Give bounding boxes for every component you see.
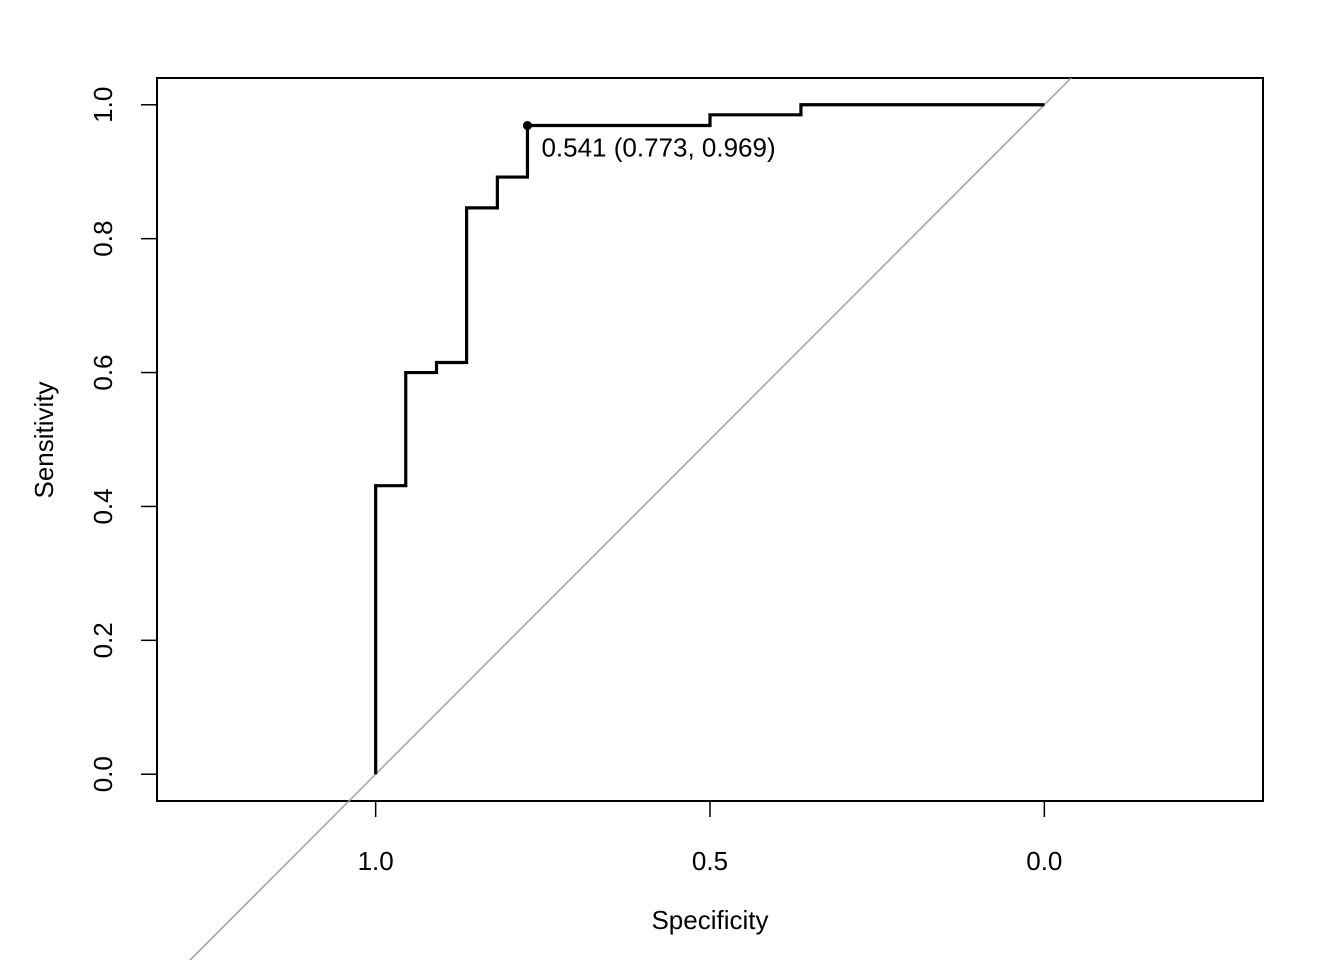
best-threshold-point bbox=[522, 121, 532, 131]
y-tick-label: 0.2 bbox=[88, 622, 118, 658]
roc-curve-line bbox=[374, 103, 1045, 775]
y-tick-label: 0.8 bbox=[88, 221, 118, 257]
y-tick-label: 0.0 bbox=[88, 756, 118, 792]
y-tick-label: 0.4 bbox=[88, 488, 118, 524]
x-tick-label: 0.0 bbox=[1026, 846, 1062, 876]
x-tick-label: 0.5 bbox=[692, 846, 728, 876]
y-tick-label: 1.0 bbox=[88, 87, 118, 123]
y-tick-label: 0.6 bbox=[88, 354, 118, 390]
y-axis: 0.0 0.2 0.4 0.6 0.8 1.0 bbox=[88, 87, 158, 792]
reference-diagonal-line bbox=[189, 77, 1072, 960]
x-axis-title: Specificity bbox=[651, 905, 768, 935]
y-axis-title: Sensitivity bbox=[29, 381, 59, 498]
x-tick-label: 1.0 bbox=[358, 846, 394, 876]
best-threshold-label: 0.541 (0.773, 0.969) bbox=[541, 133, 775, 163]
x-axis: 1.0 0.5 0.0 bbox=[358, 800, 1062, 876]
